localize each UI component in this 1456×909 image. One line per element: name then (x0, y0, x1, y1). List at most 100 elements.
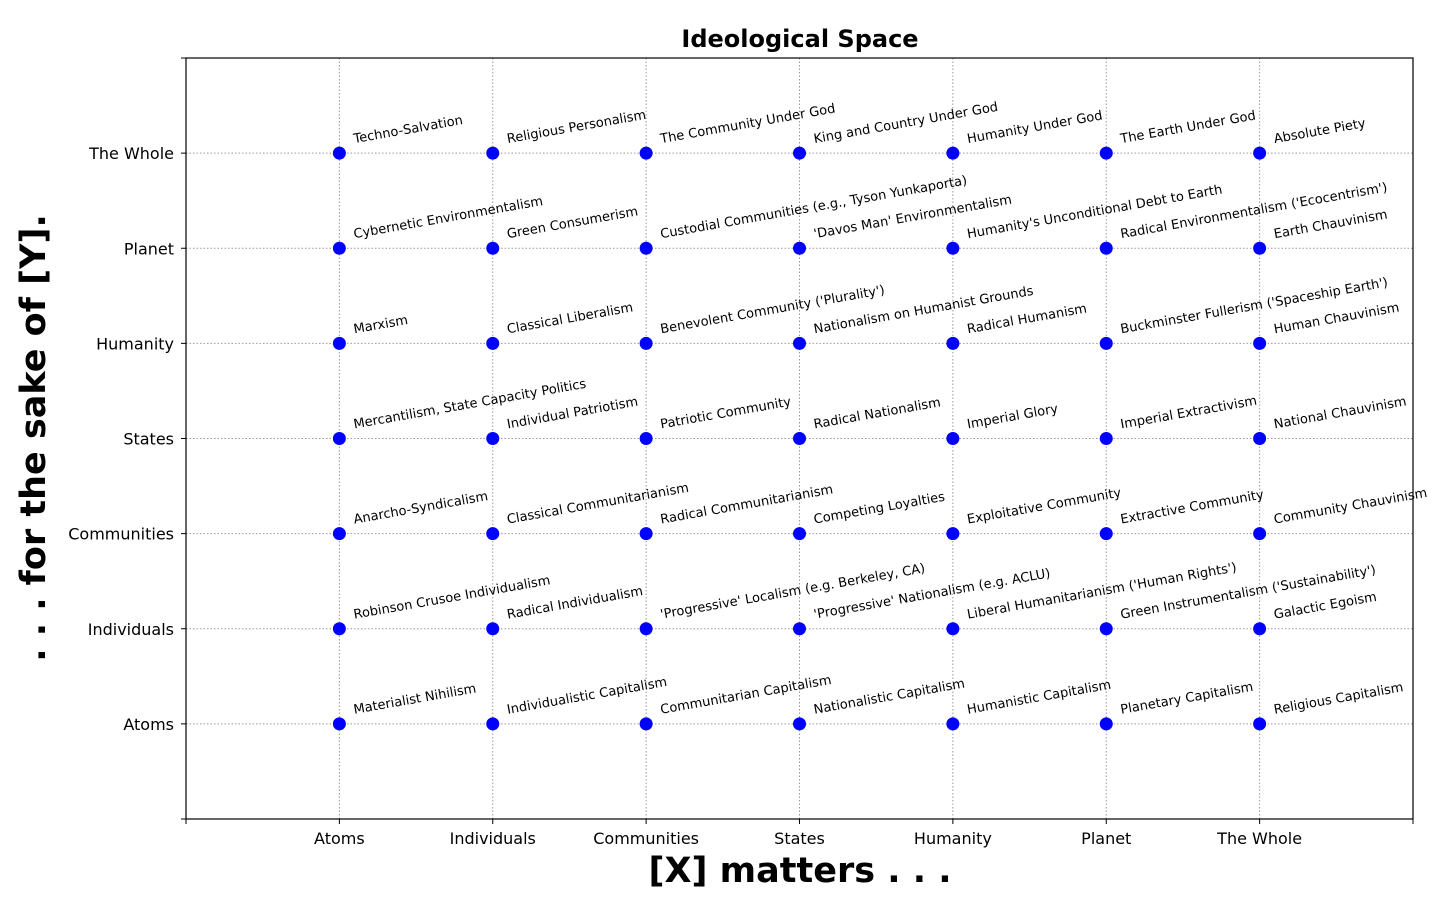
data-point (332, 622, 346, 636)
data-point (793, 432, 806, 445)
data-point (793, 622, 806, 636)
data-point (332, 146, 346, 160)
data-label: Radical Nationalism (813, 395, 942, 432)
data-point (639, 622, 653, 636)
data-point (1253, 622, 1267, 636)
data-point (639, 432, 653, 445)
data-label: National Chauvinism (1273, 394, 1408, 432)
data-point (332, 241, 346, 255)
x-tick-label-planet: Planet (1081, 829, 1131, 848)
data-label: Green Instrumentalism ('Sustainability') (1119, 563, 1377, 623)
data-point (946, 622, 960, 636)
data-label: Galactic Egoism (1273, 590, 1378, 623)
data-label: Nationalistic Capitalism (813, 676, 966, 717)
data-point (639, 717, 653, 731)
data-point (332, 336, 346, 350)
data-point (332, 717, 346, 731)
data-points (332, 146, 1267, 731)
data-point (1253, 527, 1267, 541)
data-point (1099, 241, 1113, 255)
axis-ticks: Atoms Individuals Communities States Humanit… (68, 57, 1414, 848)
y-tick-label-the-whole: The Whole (88, 144, 174, 163)
data-label: The Community Under God (658, 101, 836, 147)
data-label: Humanistic Capitalism (966, 678, 1112, 718)
data-point (1099, 336, 1113, 350)
data-label: Religious Capitalism (1273, 680, 1405, 718)
x-tick-label-individuals: Individuals (450, 829, 536, 848)
data-point (332, 432, 346, 445)
data-label: 'Progressive' Localism (e.g. Berkeley, C… (659, 561, 926, 622)
data-label: Community Chauvinism (1273, 486, 1429, 528)
data-point (793, 527, 806, 541)
x-tick-label-communities: Communities (593, 829, 699, 848)
data-label: Imperial Glory (966, 402, 1060, 433)
data-label: Radical Environmentalism ('Ecocentrism') (1119, 180, 1388, 242)
data-point (1099, 622, 1113, 636)
data-point (946, 527, 960, 541)
x-tick-label-humanity: Humanity (914, 829, 992, 848)
y-tick-label-individuals: Individuals (88, 620, 174, 639)
data-point (946, 432, 960, 445)
data-point (1099, 527, 1113, 541)
data-point (486, 241, 500, 255)
data-label: Earth Chauvinism (1273, 207, 1389, 242)
data-label: Religious Personalism (506, 108, 647, 147)
data-point (1099, 146, 1113, 160)
data-label: Extractive Community (1119, 488, 1265, 528)
data-label: Patriotic Community (659, 395, 792, 433)
data-point (946, 146, 960, 160)
data-point (639, 146, 653, 160)
data-point (486, 527, 500, 541)
data-point (946, 717, 960, 731)
data-point (1253, 432, 1267, 445)
chart-title: Ideological Space (681, 25, 918, 53)
y-tick-label-humanity: Humanity (96, 334, 174, 353)
data-label: Buckminster Fullerism ('Spaceship Earth'… (1119, 275, 1389, 337)
data-point (486, 622, 500, 636)
data-point (793, 717, 806, 731)
y-tick-label-atoms: Atoms (123, 715, 174, 734)
data-point (486, 146, 500, 160)
data-labels: Materialist Nihilism Individualistic Capi… (351, 100, 1428, 718)
data-point (1253, 717, 1267, 731)
data-label: Humanity's Unconditional Debt to Earth (966, 182, 1224, 242)
data-label: Materialist Nihilism (352, 681, 477, 717)
data-point (639, 527, 653, 541)
data-point (639, 241, 653, 255)
data-point (793, 241, 806, 255)
data-label: Individualistic Capitalism (506, 675, 668, 718)
y-tick-label-communities: Communities (68, 525, 174, 544)
data-label: Imperial Extractivism (1119, 394, 1258, 433)
x-tick-label-states: States (774, 829, 825, 848)
data-point (486, 336, 500, 350)
data-point (1253, 146, 1267, 160)
data-label: Classical Liberalism (506, 300, 634, 337)
data-point (946, 336, 960, 350)
data-point (332, 527, 346, 541)
data-label: Liberal Humanitarianism ('Human Rights') (966, 560, 1238, 622)
data-label: Exploitative Community (966, 486, 1123, 528)
data-point (486, 717, 500, 731)
data-point (639, 336, 653, 350)
data-point (1099, 432, 1113, 445)
data-label: Anarcho-Syndicalism (352, 489, 489, 527)
data-point (1253, 241, 1267, 255)
data-label: Techno-Salvation (351, 113, 464, 147)
data-point (793, 146, 806, 160)
data-label: The Earth Under God (1118, 108, 1257, 147)
x-axis-title: [X] matters . . . (649, 851, 952, 891)
y-tick-label-states: States (123, 430, 174, 449)
data-point (486, 432, 500, 445)
x-tick-label-atoms: Atoms (314, 829, 365, 848)
data-label: Planetary Capitalism (1119, 680, 1254, 718)
y-tick-label-planet: Planet (124, 239, 174, 258)
data-point (1099, 717, 1113, 731)
data-label: Absolute Piety (1273, 116, 1367, 147)
x-tick-label-the-whole: The Whole (1216, 829, 1302, 848)
data-point (793, 336, 806, 350)
data-label: Marxism (352, 313, 409, 337)
data-label: Communitarian Capitalism (659, 673, 832, 718)
data-point (1253, 336, 1267, 350)
y-axis-title: . . . for the sake of [Y]. (14, 214, 54, 662)
